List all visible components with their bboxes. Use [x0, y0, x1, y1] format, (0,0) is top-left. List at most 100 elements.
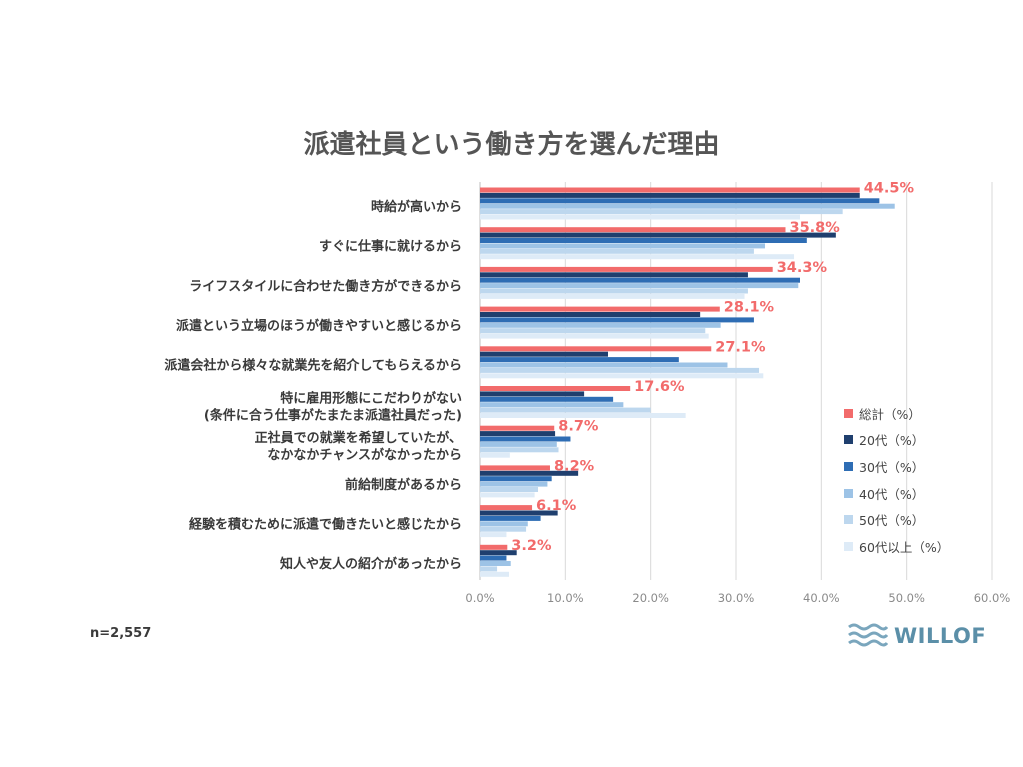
- bar: [480, 227, 786, 233]
- bar: [480, 413, 686, 418]
- legend-item: 40代（%）: [844, 480, 949, 507]
- bar: [480, 550, 517, 556]
- bar: [480, 492, 535, 498]
- data-label: 3.2%: [511, 538, 552, 554]
- bar: [480, 283, 799, 289]
- bar: [480, 470, 579, 476]
- bar: [480, 203, 895, 209]
- bar: [480, 209, 843, 215]
- sample-size-note: n=2,557: [90, 626, 152, 641]
- bar: [480, 333, 709, 339]
- bar: [480, 561, 511, 566]
- category-label: ライフスタイルに合わせた働き方ができるから: [189, 278, 462, 294]
- bar: [480, 452, 510, 458]
- bar: [480, 243, 766, 249]
- bar: [480, 521, 528, 527]
- waves-icon: [848, 623, 888, 647]
- legend-swatch: [844, 515, 853, 525]
- bar: [480, 481, 548, 487]
- category-label: 正社員での就業を希望していたが、: [255, 430, 462, 446]
- bar: [480, 407, 651, 413]
- bar: [480, 431, 556, 437]
- bar: [480, 544, 508, 550]
- category-label: (条件に合う仕事がたまたま派遣社員だった): [204, 407, 462, 423]
- bar: [480, 367, 760, 373]
- logo: WILLOF: [848, 622, 986, 650]
- legend-label: 30代（%）: [859, 459, 925, 475]
- bar: [480, 526, 527, 532]
- legend-swatch: [844, 435, 853, 445]
- x-tick-label: 20.0%: [632, 591, 669, 605]
- x-tick-label: 0.0%: [465, 591, 494, 605]
- bar: [480, 532, 507, 538]
- bar: [480, 373, 764, 379]
- bar: [480, 425, 555, 431]
- category-label: 知人や友人の紹介があったから: [280, 556, 462, 572]
- data-label: 34.3%: [777, 260, 828, 276]
- bar: [480, 571, 510, 577]
- bar: [480, 187, 860, 193]
- bar: [480, 322, 721, 328]
- bar: [480, 238, 807, 243]
- x-tick-label: 10.0%: [547, 591, 584, 605]
- bar: [480, 555, 507, 561]
- category-label: すぐに仕事に就けるから: [319, 239, 462, 255]
- data-label: 27.1%: [715, 339, 766, 355]
- legend-item: 20代（%）: [844, 427, 949, 454]
- bar: [480, 328, 706, 334]
- category-label: 派遣という立場のほうが働きやすいと感じるから: [176, 318, 462, 334]
- bar: [480, 277, 800, 283]
- bar: [480, 192, 860, 198]
- bar: [480, 566, 498, 572]
- data-label: 8.7%: [558, 419, 599, 435]
- x-tick-label: 60.0%: [974, 591, 1011, 605]
- bar: [480, 510, 558, 516]
- legend-swatch: [844, 488, 853, 498]
- bar: [480, 351, 608, 357]
- bar: [480, 293, 745, 299]
- bar: [480, 386, 631, 391]
- legend-label: 20代（%）: [859, 433, 925, 449]
- legend-swatch: [844, 408, 853, 418]
- bar: [480, 306, 720, 312]
- data-label: 6.1%: [536, 498, 577, 514]
- x-tick-label: 30.0%: [718, 591, 755, 605]
- legend-swatch: [844, 461, 853, 471]
- category-label: 時給が高いから: [371, 199, 462, 215]
- category-label: 特に雇用形態にこだわりがない: [280, 390, 462, 406]
- chart-title: 派遣社員という働き方を選んだ理由: [303, 130, 720, 160]
- bar: [480, 487, 539, 492]
- legend: 総計（%） 20代（%） 30代（%） 40代（%） 50代（%） 60代以上（%）: [844, 400, 949, 560]
- data-label: 44.5%: [864, 181, 915, 197]
- x-tick-label: 40.0%: [803, 591, 840, 605]
- bar: [480, 272, 748, 278]
- bar: [480, 266, 773, 272]
- bar: [480, 248, 754, 254]
- data-label: 35.8%: [789, 220, 840, 236]
- bar: [480, 288, 748, 294]
- data-label: 28.1%: [724, 300, 775, 316]
- bar: [480, 357, 679, 363]
- logo-text: WILLOF: [894, 624, 987, 648]
- legend-item: 50代（%）: [844, 506, 949, 533]
- bar: [480, 254, 795, 260]
- category-label: なかなかチャンスがなかったから: [267, 447, 462, 463]
- bar: [480, 198, 880, 204]
- bar: [480, 312, 701, 317]
- legend-label: 50代（%）: [859, 513, 925, 529]
- bar: [480, 232, 836, 238]
- legend-label: 60代以上（%）: [859, 539, 950, 555]
- legend-item: 30代（%）: [844, 453, 949, 480]
- bar: [480, 396, 614, 402]
- bar: [480, 515, 541, 521]
- data-label: 8.2%: [554, 458, 595, 474]
- bar: [480, 441, 557, 447]
- bar: [480, 505, 533, 511]
- category-label: 派遣会社から様々な就業先を紹介してもらえるから: [164, 358, 462, 374]
- category-label: 経験を積むために派遣で働きたいと感じたから: [189, 516, 462, 532]
- bar: [480, 447, 559, 453]
- legend-label: 40代（%）: [859, 486, 925, 502]
- bar: [480, 346, 712, 352]
- x-tick-label: 50.0%: [888, 591, 925, 605]
- legend-swatch: [844, 541, 853, 551]
